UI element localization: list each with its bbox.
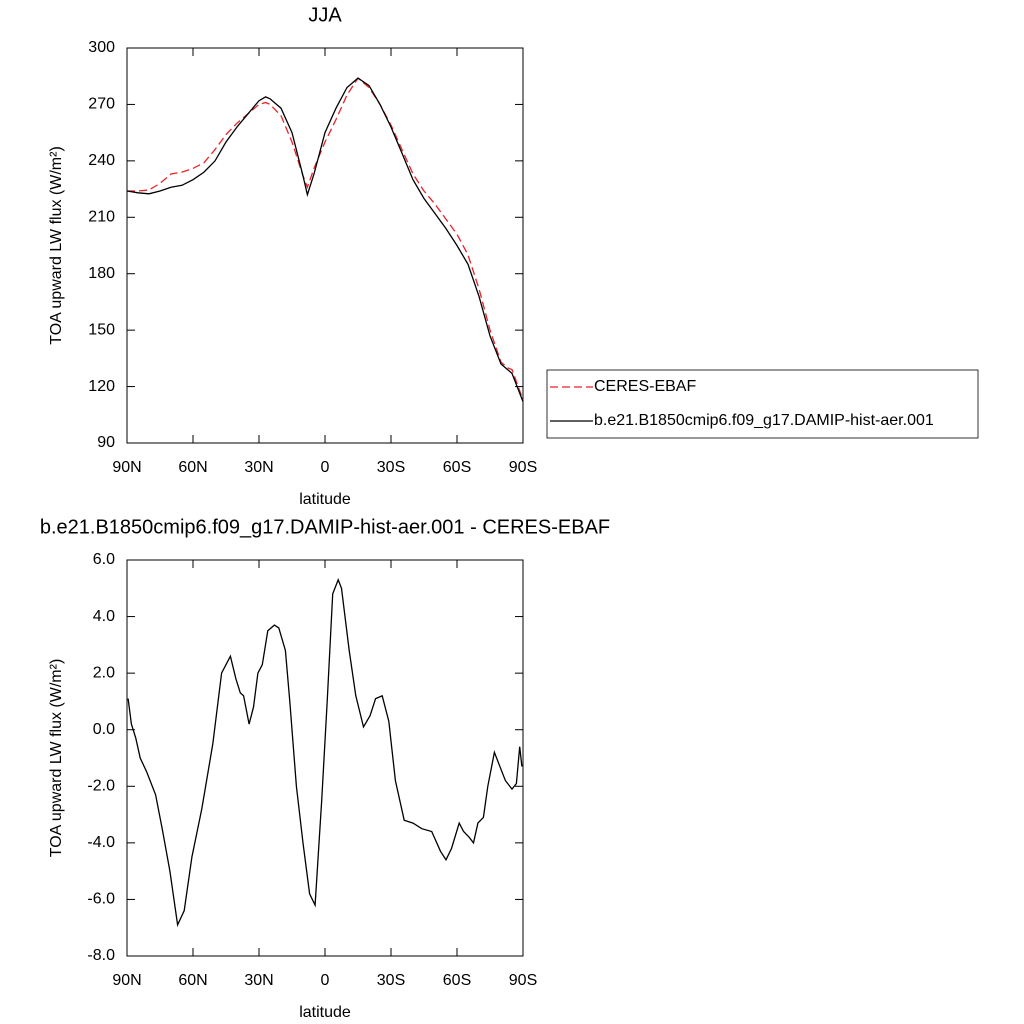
x-tick-label: 60S bbox=[443, 459, 471, 476]
y-tick-label: 180 bbox=[88, 265, 115, 282]
y-axis-label: TOA upward LW flux (W/m²) bbox=[48, 659, 65, 858]
legend-label: CERES-EBAF bbox=[594, 378, 696, 395]
x-axis-label: latitude bbox=[299, 491, 351, 508]
y-tick-label: 0.0 bbox=[93, 721, 115, 738]
data-line bbox=[127, 578, 523, 928]
x-tick-label: 90N bbox=[112, 972, 141, 989]
y-tick-label: -2.0 bbox=[87, 778, 115, 795]
y-tick-label: -6.0 bbox=[87, 891, 115, 908]
x-tick-label: 90N bbox=[112, 459, 141, 476]
x-tick-label: 0 bbox=[321, 459, 330, 476]
y-tick-label: -8.0 bbox=[87, 947, 115, 964]
data-line bbox=[126, 77, 524, 402]
x-tick-label: 30S bbox=[377, 459, 405, 476]
chart-title: b.e21.B1850cmip6.f09_g17.DAMIP-hist-aer.… bbox=[40, 516, 610, 538]
x-axis-label: latitude bbox=[299, 1004, 351, 1021]
y-tick-label: 2.0 bbox=[93, 664, 115, 681]
y-tick-label: 4.0 bbox=[93, 608, 115, 625]
y-tick-label: 150 bbox=[88, 321, 115, 338]
y-tick-label: 6.0 bbox=[93, 551, 115, 568]
legend-box bbox=[546, 369, 979, 439]
y-tick-label: 300 bbox=[88, 39, 115, 56]
x-tick-label: 60S bbox=[443, 972, 471, 989]
y-tick-label: 240 bbox=[88, 152, 115, 169]
y-axis-label: TOA upward LW flux (W/m²) bbox=[48, 146, 65, 345]
x-tick-label: 90S bbox=[509, 972, 537, 989]
x-tick-label: 30N bbox=[244, 972, 273, 989]
x-tick-label: 30N bbox=[244, 459, 273, 476]
legend-label: b.e21.B1850cmip6.f09_g17.DAMIP-hist-aer.… bbox=[594, 412, 934, 429]
y-tick-label: -4.0 bbox=[87, 834, 115, 851]
y-tick-label: 90 bbox=[97, 434, 115, 451]
x-tick-label: 60N bbox=[178, 459, 207, 476]
x-tick-label: 90S bbox=[509, 459, 537, 476]
data-line bbox=[127, 77, 524, 400]
y-tick-label: 270 bbox=[88, 96, 115, 113]
y-tick-label: 120 bbox=[88, 378, 115, 395]
y-tick-label: 210 bbox=[88, 209, 115, 226]
x-tick-label: 0 bbox=[321, 972, 330, 989]
chart-title: JJA bbox=[308, 4, 342, 26]
x-tick-label: 60N bbox=[178, 972, 207, 989]
x-tick-label: 30S bbox=[377, 972, 405, 989]
